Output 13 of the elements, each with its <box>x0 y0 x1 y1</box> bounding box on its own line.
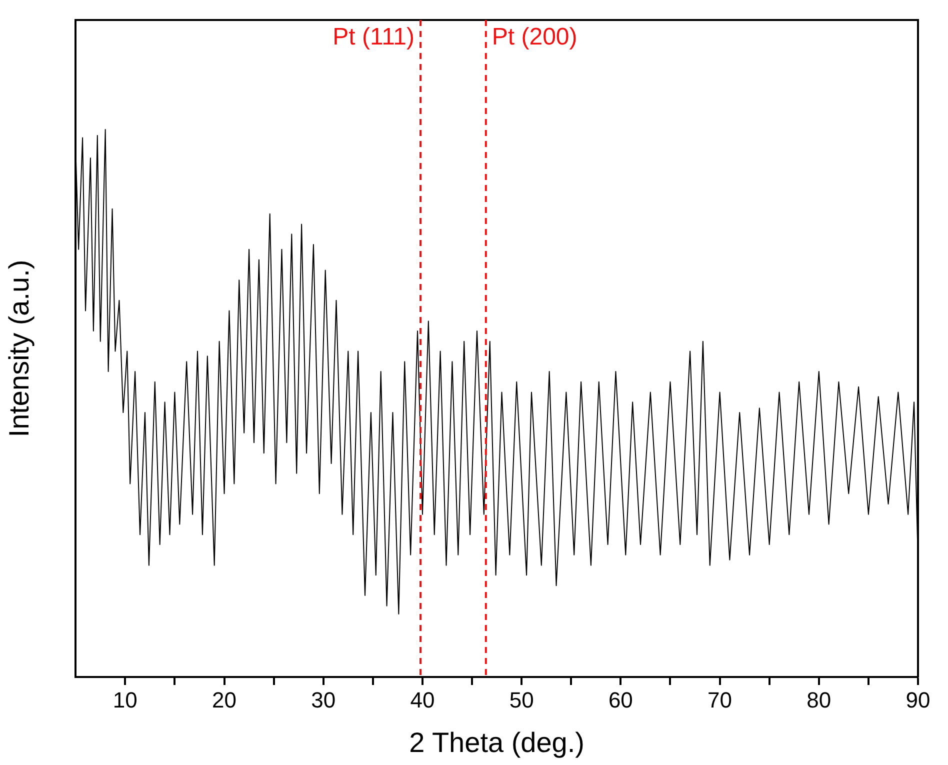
ref-line-label: Pt (200) <box>492 24 578 51</box>
x-tick-label: 90 <box>906 687 930 712</box>
x-tick-label: 30 <box>311 687 336 712</box>
ref-line-label: Pt (111) <box>332 24 414 51</box>
x-tick-label: 60 <box>608 687 633 712</box>
x-tick-label: 50 <box>509 687 534 712</box>
x-tick-label: 80 <box>806 687 832 712</box>
y-axis-title: Intensity (a.u.) <box>4 260 35 438</box>
x-tick-label: 20 <box>212 687 236 712</box>
x-tick-label: 40 <box>410 687 435 712</box>
x-tick-label: 70 <box>708 687 732 712</box>
x-tick-label: 10 <box>112 687 138 712</box>
x-axis-title: 2 Theta (deg.) <box>409 726 584 758</box>
